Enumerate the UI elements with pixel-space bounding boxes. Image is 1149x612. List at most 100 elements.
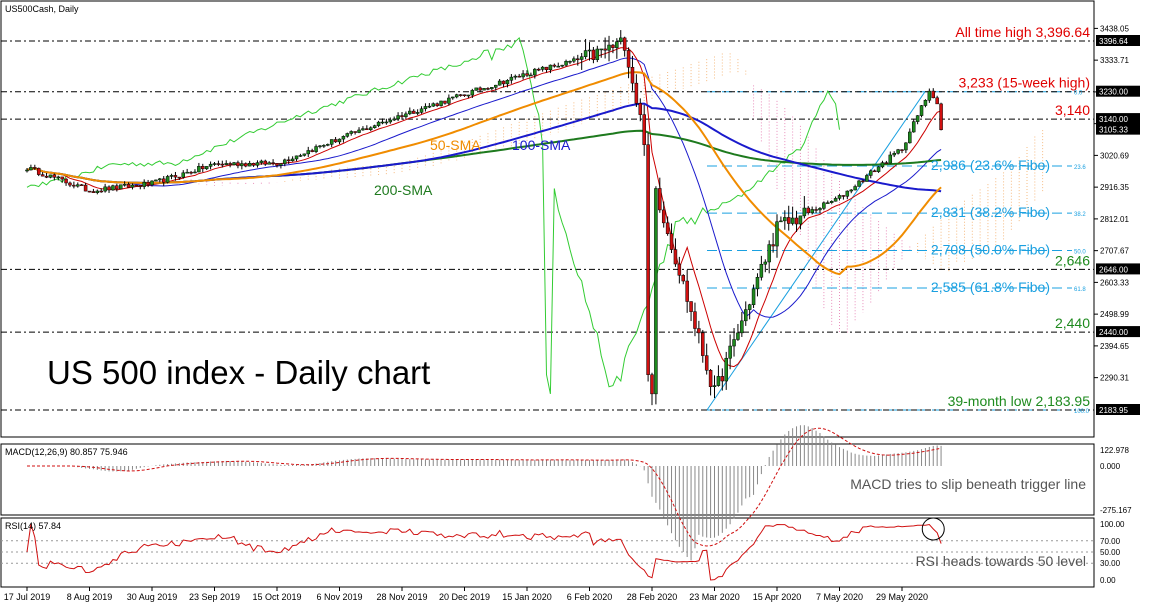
kijun-line xyxy=(26,57,942,318)
candle xyxy=(376,120,381,128)
candle xyxy=(853,184,857,191)
price-axis-label: 2916.35 xyxy=(1100,183,1129,192)
candle xyxy=(122,181,127,187)
candle-bull xyxy=(810,209,814,214)
candle-bull xyxy=(165,176,170,183)
candle xyxy=(587,42,592,61)
candle-bear xyxy=(771,244,775,247)
candle xyxy=(470,88,475,99)
candle xyxy=(544,66,549,73)
candle-bull xyxy=(853,186,857,191)
candle xyxy=(841,195,846,200)
candle xyxy=(99,188,103,193)
candle xyxy=(392,116,396,121)
price-axis-label: 2394.65 xyxy=(1100,342,1129,351)
candle xyxy=(935,95,939,105)
fibo-pct-label: 23.6 xyxy=(1074,165,1086,171)
candle-bull xyxy=(154,179,158,182)
candle-bull xyxy=(392,118,396,121)
rsi-note: RSI heads towards 50 level xyxy=(916,553,1086,569)
price-tag-box xyxy=(1096,123,1140,135)
candle xyxy=(720,368,725,391)
candle-bull xyxy=(716,376,721,386)
candle xyxy=(919,105,924,118)
candle-bull xyxy=(564,60,568,66)
candle-bull xyxy=(415,112,420,114)
candle xyxy=(204,166,209,171)
candle xyxy=(126,182,131,188)
candle xyxy=(783,210,787,230)
candle-bear xyxy=(462,94,467,97)
candle-bear xyxy=(661,209,666,224)
candle-bull xyxy=(927,90,932,101)
candle-bull xyxy=(783,217,787,222)
candle-bull xyxy=(556,65,560,68)
fibo-trendline xyxy=(706,91,926,411)
price-tag-label: 2183.95 xyxy=(1099,406,1128,415)
fibo-label: 2,831 (38.2% Fibo) xyxy=(931,204,1050,220)
candle xyxy=(427,103,432,109)
candle-bull xyxy=(439,100,443,106)
candle xyxy=(302,153,307,157)
candle xyxy=(318,145,322,149)
candle-bear xyxy=(134,184,139,187)
macd-axis-label: 122.978 xyxy=(1100,446,1129,455)
candle-bear xyxy=(786,217,791,224)
candle xyxy=(451,96,455,100)
candle-bear xyxy=(400,115,404,118)
candle-bear xyxy=(83,184,88,192)
candle xyxy=(857,180,861,187)
candle-bear xyxy=(40,174,45,177)
macd-axis-label: 0.000 xyxy=(1100,462,1121,471)
candle-bull xyxy=(259,160,264,163)
fibo-pct-label: 50.0 xyxy=(1074,250,1086,256)
macd-signal-line xyxy=(27,427,942,547)
candle xyxy=(931,88,935,99)
candle-bear xyxy=(99,190,103,193)
candle-bear xyxy=(626,50,631,68)
candle xyxy=(927,88,932,103)
candle-bear xyxy=(220,163,225,166)
price-tag-label: 3140.00 xyxy=(1099,115,1128,124)
candle-bear xyxy=(107,186,111,191)
candle xyxy=(861,179,865,184)
candle-bear xyxy=(33,167,37,169)
sma-50-line xyxy=(26,71,942,276)
candle-bear xyxy=(275,163,279,166)
candle xyxy=(490,87,494,91)
candle xyxy=(271,159,275,166)
candle-bear xyxy=(576,58,580,61)
candle-bull xyxy=(911,121,916,133)
candle-bull xyxy=(247,162,252,167)
candle-bear xyxy=(697,328,701,334)
candle xyxy=(290,156,295,162)
candle-bear xyxy=(650,374,654,395)
candle xyxy=(536,67,541,72)
candle-bull xyxy=(290,158,295,162)
candle-bull xyxy=(865,175,869,182)
candle xyxy=(255,160,260,168)
candle-bear xyxy=(708,370,713,387)
candle xyxy=(208,161,213,170)
candle xyxy=(474,87,478,91)
candle-bear xyxy=(693,311,697,329)
candle-bear xyxy=(271,162,275,164)
candle-bear xyxy=(161,178,166,183)
price-axis-label: 3020.69 xyxy=(1100,151,1129,160)
price-tag-label: 3396.64 xyxy=(1099,37,1128,46)
candle xyxy=(638,98,643,122)
candle-bull xyxy=(548,64,553,71)
candle-bear xyxy=(939,103,943,130)
candle-bull xyxy=(454,94,459,98)
candle-bear xyxy=(251,162,256,166)
candle xyxy=(447,94,451,106)
candle xyxy=(595,45,600,63)
candle-bull xyxy=(25,169,29,172)
price-tag-label: 2646.00 xyxy=(1099,265,1128,274)
candle-bull xyxy=(294,155,299,160)
candle-bull xyxy=(419,108,424,113)
candle xyxy=(64,178,68,186)
candle-bull xyxy=(185,171,189,174)
candle xyxy=(419,106,424,114)
candle xyxy=(802,196,807,219)
